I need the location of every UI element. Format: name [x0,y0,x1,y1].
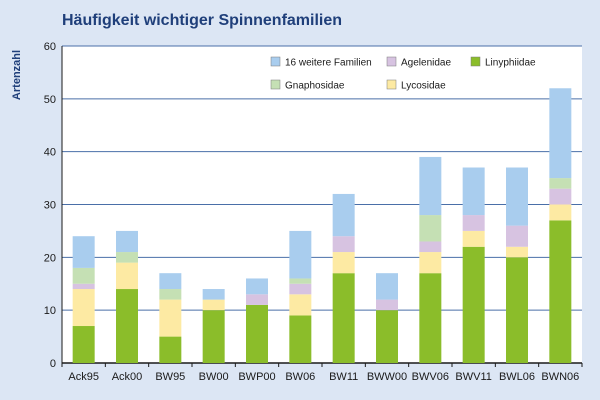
bar-segment-16-weitere-familien [506,167,528,226]
bar-segment-gnaphosidae [159,289,182,300]
y-tick-label: 30 [44,200,56,212]
bar-segment-agelenidae [419,241,442,253]
bar-segment-lycosidae [506,246,528,258]
bar-segment-agelenidae [289,283,312,295]
bar-segment-linyphiidae [159,336,182,363]
x-tick-label: BWL06 [499,371,535,383]
bar-segment-16-weitere-familien [419,156,442,216]
bar-segment-lycosidae [462,230,485,247]
bar-segment-linyphiidae [246,304,268,363]
bar-segment-gnaphosidae [116,252,138,263]
y-axis-label: Artenzahl [11,50,23,100]
y-tick-label: 40 [44,147,56,159]
bar-segment-lycosidae [72,289,95,327]
bar-segment-lycosidae [202,299,225,311]
bar-segment-agelenidae [72,283,95,290]
bar-segment-16-weitere-familien [289,230,312,279]
bar-segment-lycosidae [159,299,182,337]
x-tick-label: Ack95 [68,371,99,383]
bar-segment-lycosidae [549,204,572,221]
bar-segment-linyphiidae [549,220,572,363]
bar-segment-16-weitere-familien [159,273,182,290]
bar-segment-lycosidae [419,252,442,274]
bar-segment-gnaphosidae [72,267,95,284]
bar-segment-lycosidae [116,262,138,290]
bar-segment-linyphiidae [462,246,485,363]
bar-segment-linyphiidae [376,310,398,363]
bar-segment-linyphiidae [116,289,138,363]
bar-segment-16-weitere-familien [116,230,138,253]
bar-segment-16-weitere-familien [462,167,485,216]
bar-segment-agelenidae [549,188,572,205]
x-tick-label: BW06 [285,371,315,383]
bar-segment-agelenidae [246,294,268,305]
bar-segment-gnaphosidae [419,215,442,242]
legend-label: Gnaphosidae [285,81,345,92]
bar-segment-gnaphosidae [289,278,312,284]
y-tick-label: 60 [44,41,56,53]
y-tick-label: 10 [44,305,56,317]
x-tick-label: BW00 [199,371,229,383]
bar-segment-16-weitere-familien [202,289,225,300]
x-tick-label: BW11 [329,371,358,383]
legend-label: Agelenidae [401,58,451,69]
legend-label: 16 weitere Familien [285,58,372,69]
legend-swatch [270,56,281,67]
y-tick-label: 50 [44,94,56,106]
bar-segment-16-weitere-familien [376,273,398,300]
bar-segment-gnaphosidae [549,178,572,189]
legend-label: Lycosidae [401,81,446,92]
bar-segment-agelenidae [332,236,355,253]
legend-swatch [470,56,481,67]
bar-segment-linyphiidae [202,310,225,363]
y-tick-label: 20 [44,252,56,264]
x-tick-label: BWN06 [541,371,579,383]
x-tick-label: BWP00 [238,371,275,383]
bar-segment-linyphiidae [419,273,442,363]
bar-segment-lycosidae [289,294,312,316]
bar-segment-16-weitere-familien [332,193,355,237]
x-tick-label: BWV11 [455,371,491,383]
x-tick-label: BWV06 [412,371,449,383]
bar-segment-16-weitere-familien [72,236,95,268]
bar-segment-agelenidae [376,299,398,311]
bar-segment-linyphiidae [72,326,95,363]
bar-segment-lycosidae [332,252,355,274]
bar-segment-linyphiidae [506,257,528,363]
x-tick-label: BWW00 [367,371,407,383]
legend-swatch [386,79,397,90]
y-tick-label: 0 [50,358,56,370]
legend-swatch [386,56,397,67]
x-tick-label: BW95 [155,371,185,383]
bar-segment-linyphiidae [289,315,312,363]
bar-segment-16-weitere-familien [246,278,268,295]
chart-title: Häufigkeit wichtiger Spinnenfamilien [62,12,343,29]
bar-segment-agelenidae [506,225,528,247]
x-tick-label: Ack00 [112,371,143,383]
bar-segment-linyphiidae [332,273,355,363]
bar-segment-16-weitere-familien [549,88,572,179]
legend-label: Linyphiidae [485,58,536,69]
legend-swatch [270,79,281,90]
bar-segment-agelenidae [462,215,485,231]
